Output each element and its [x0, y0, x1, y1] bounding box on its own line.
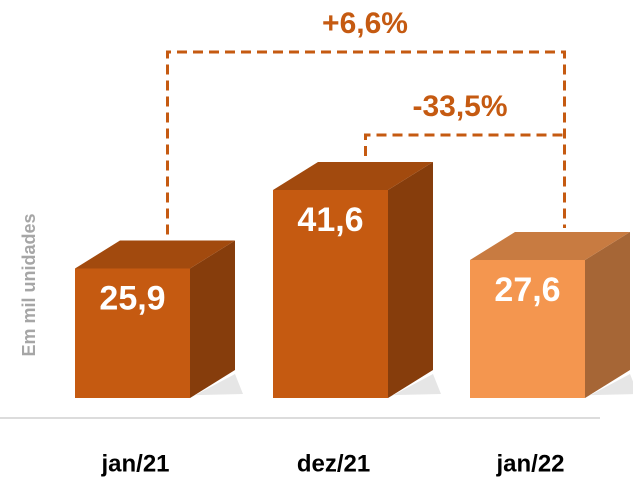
bar-side [388, 162, 433, 398]
x-tick-label: jan/22 [495, 450, 564, 477]
x-tick-label: jan/21 [100, 450, 169, 477]
bar-top [470, 232, 630, 260]
value-label: 25,9 [99, 279, 165, 317]
bar-side [585, 232, 630, 398]
bar [273, 190, 388, 398]
x-tick-label: dez/21 [297, 450, 370, 477]
bar [75, 268, 190, 398]
value-label: 27,6 [494, 271, 560, 309]
annotation: +6,6% [322, 7, 408, 40]
bar-side [190, 240, 235, 398]
bar-top [273, 162, 433, 190]
y-axis-label: Em mil unidades [19, 213, 39, 356]
value-label: 41,6 [297, 201, 363, 239]
bracket [364, 133, 565, 156]
bar-top [75, 240, 235, 269]
bar [470, 260, 585, 398]
annotation: -33,5% [412, 90, 507, 123]
